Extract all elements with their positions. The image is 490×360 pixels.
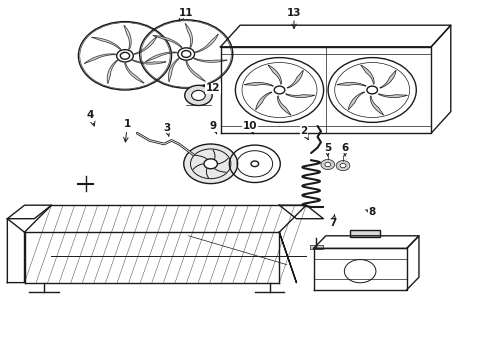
Text: 3: 3 [163, 123, 170, 136]
Circle shape [181, 50, 191, 57]
Circle shape [274, 86, 285, 94]
Polygon shape [337, 82, 366, 86]
Polygon shape [169, 59, 179, 82]
Circle shape [121, 52, 129, 59]
Polygon shape [186, 61, 205, 81]
Polygon shape [277, 96, 291, 115]
Polygon shape [124, 25, 131, 49]
Bar [310, 245, 323, 249]
Polygon shape [244, 82, 273, 86]
Text: 1: 1 [123, 119, 131, 142]
Polygon shape [361, 65, 374, 84]
Polygon shape [256, 92, 272, 110]
Polygon shape [185, 23, 193, 48]
Polygon shape [287, 70, 303, 88]
Polygon shape [153, 36, 182, 48]
Polygon shape [378, 94, 408, 98]
Text: 5: 5 [325, 143, 332, 156]
Circle shape [336, 161, 350, 171]
Polygon shape [268, 65, 281, 84]
Polygon shape [380, 70, 396, 88]
Polygon shape [84, 54, 116, 63]
Polygon shape [146, 52, 177, 62]
Polygon shape [348, 92, 365, 110]
Polygon shape [107, 60, 118, 84]
Circle shape [185, 85, 212, 105]
Circle shape [325, 162, 331, 167]
Text: 12: 12 [204, 83, 220, 94]
Text: 11: 11 [179, 8, 194, 21]
Text: 2: 2 [300, 126, 308, 140]
Polygon shape [195, 34, 218, 53]
Circle shape [340, 163, 346, 168]
Text: 13: 13 [287, 8, 301, 28]
Text: 8: 8 [366, 207, 376, 217]
Polygon shape [370, 96, 384, 115]
Circle shape [321, 159, 335, 170]
Circle shape [192, 90, 205, 100]
Text: 4: 4 [87, 110, 95, 126]
Polygon shape [124, 63, 144, 83]
Polygon shape [134, 36, 157, 54]
Text: 10: 10 [243, 121, 257, 134]
Polygon shape [132, 60, 166, 64]
Polygon shape [92, 37, 121, 50]
Bar [350, 230, 379, 237]
Circle shape [184, 144, 238, 184]
Polygon shape [194, 58, 227, 62]
Circle shape [204, 159, 218, 169]
Text: 9: 9 [210, 121, 217, 134]
Text: 7: 7 [329, 215, 337, 228]
Circle shape [367, 86, 377, 94]
Polygon shape [286, 94, 315, 98]
Text: 6: 6 [342, 143, 349, 156]
